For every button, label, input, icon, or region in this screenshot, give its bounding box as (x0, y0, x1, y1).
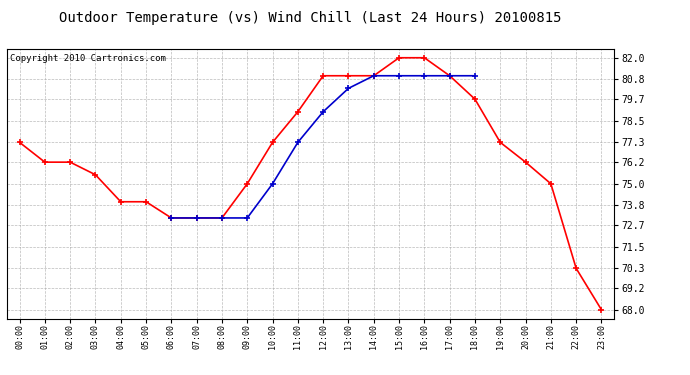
Text: Copyright 2010 Cartronics.com: Copyright 2010 Cartronics.com (10, 54, 166, 63)
Text: Outdoor Temperature (vs) Wind Chill (Last 24 Hours) 20100815: Outdoor Temperature (vs) Wind Chill (Las… (59, 11, 562, 25)
